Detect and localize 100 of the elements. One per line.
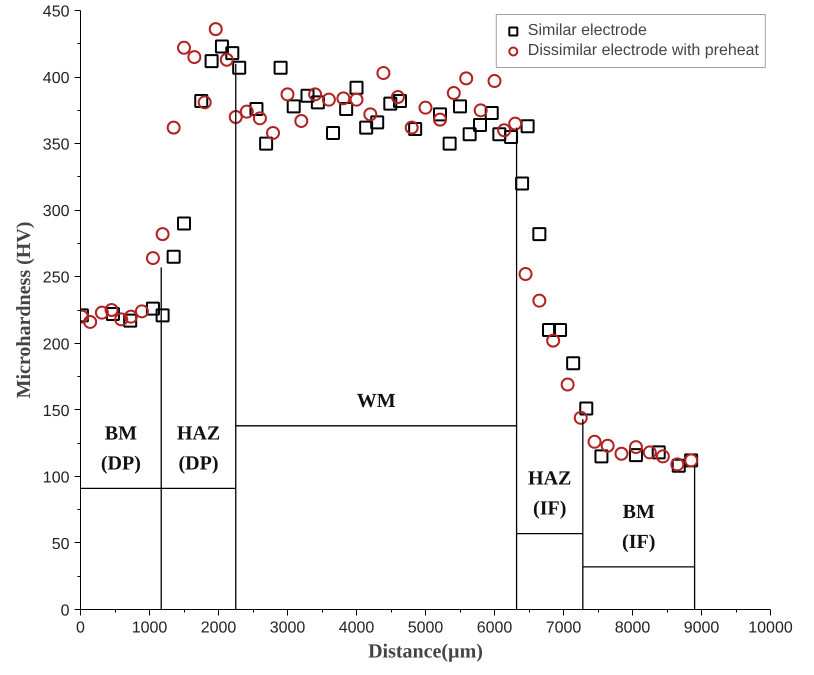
point <box>252 111 267 126</box>
point <box>542 322 556 337</box>
point <box>446 86 461 100</box>
point <box>383 96 398 111</box>
point <box>566 356 580 370</box>
point <box>628 448 643 462</box>
point <box>370 115 384 130</box>
point <box>560 378 575 392</box>
point <box>286 99 301 114</box>
point <box>336 91 350 106</box>
point <box>266 126 280 140</box>
point <box>532 227 546 242</box>
point <box>177 40 191 55</box>
point <box>642 445 657 460</box>
point <box>588 434 602 449</box>
x-tick-label: 2000 <box>200 620 236 636</box>
x-tick-label: 7000 <box>546 620 582 636</box>
point <box>204 54 219 68</box>
point <box>532 294 546 308</box>
point <box>656 449 670 464</box>
annotation: BM (IF) <box>622 500 656 553</box>
x-tick-label: 0 <box>76 620 86 636</box>
y-tick-label: 0 <box>60 602 70 620</box>
x-tick-label: 1000 <box>132 620 168 636</box>
point <box>94 306 109 320</box>
point <box>614 446 628 461</box>
point <box>259 136 274 151</box>
x-tick-label: 4000 <box>338 620 374 636</box>
y-tick-label: 350 <box>42 136 70 154</box>
x-axis-title: Distance(µm) <box>368 640 483 662</box>
point <box>240 104 254 119</box>
point <box>310 95 325 110</box>
annotation: HAZ (IF) <box>528 468 572 520</box>
point <box>392 94 407 108</box>
point <box>177 216 191 230</box>
point <box>326 126 340 140</box>
point <box>520 119 535 134</box>
y-tick-label: 300 <box>42 203 70 220</box>
point <box>453 99 467 114</box>
point <box>214 39 229 54</box>
point <box>474 103 488 118</box>
point <box>594 449 608 464</box>
point <box>418 100 432 115</box>
point <box>492 127 506 142</box>
point <box>600 438 615 453</box>
point <box>83 314 98 329</box>
point <box>462 127 477 142</box>
point <box>432 107 447 122</box>
annotation: WM <box>356 390 396 412</box>
annotation: HAZ (DP) <box>176 422 220 474</box>
point <box>579 402 594 416</box>
point <box>114 312 128 326</box>
y-tick-label: 200 <box>42 336 70 354</box>
point <box>208 22 223 36</box>
point <box>134 304 149 318</box>
point <box>497 123 512 138</box>
point <box>574 410 588 425</box>
point <box>504 130 518 144</box>
point <box>249 102 264 116</box>
point <box>123 314 138 328</box>
y-axis-title: Microhardness (HV) <box>12 222 35 398</box>
point <box>546 334 560 348</box>
legend-label: Similar electrode <box>528 22 647 40</box>
x-tick-label: 3000 <box>270 620 306 636</box>
annotation: BM (DP) <box>100 422 141 474</box>
x-tick-label: 10000 <box>748 620 793 636</box>
point <box>187 50 202 64</box>
point <box>146 302 160 316</box>
point <box>484 106 499 120</box>
legend-label: Dissimilar electrode with preheat <box>528 42 759 60</box>
point <box>294 114 308 128</box>
point <box>339 102 354 116</box>
y-tick-label: 50 <box>52 536 70 553</box>
y-tick-label: 400 <box>42 70 70 88</box>
point <box>124 310 138 324</box>
point <box>432 112 447 127</box>
point <box>232 60 246 75</box>
point <box>198 95 212 110</box>
y-tick-label: 250 <box>42 270 70 287</box>
point <box>225 46 240 60</box>
point <box>459 71 474 86</box>
point <box>408 122 422 136</box>
point <box>350 80 364 95</box>
point <box>228 110 243 124</box>
point <box>274 60 288 75</box>
point <box>553 322 568 337</box>
point <box>194 94 208 108</box>
point <box>220 52 234 67</box>
y-tick-label: 100 <box>42 469 70 486</box>
point <box>363 107 378 122</box>
x-tick-label: 6000 <box>476 620 512 636</box>
point <box>404 120 419 135</box>
x-tick-label: 5000 <box>408 620 444 636</box>
point <box>652 445 666 460</box>
point <box>518 267 533 282</box>
point <box>515 176 530 191</box>
point <box>628 440 643 454</box>
y-tick-label: 150 <box>42 402 70 420</box>
point <box>322 92 336 107</box>
point <box>146 251 160 266</box>
